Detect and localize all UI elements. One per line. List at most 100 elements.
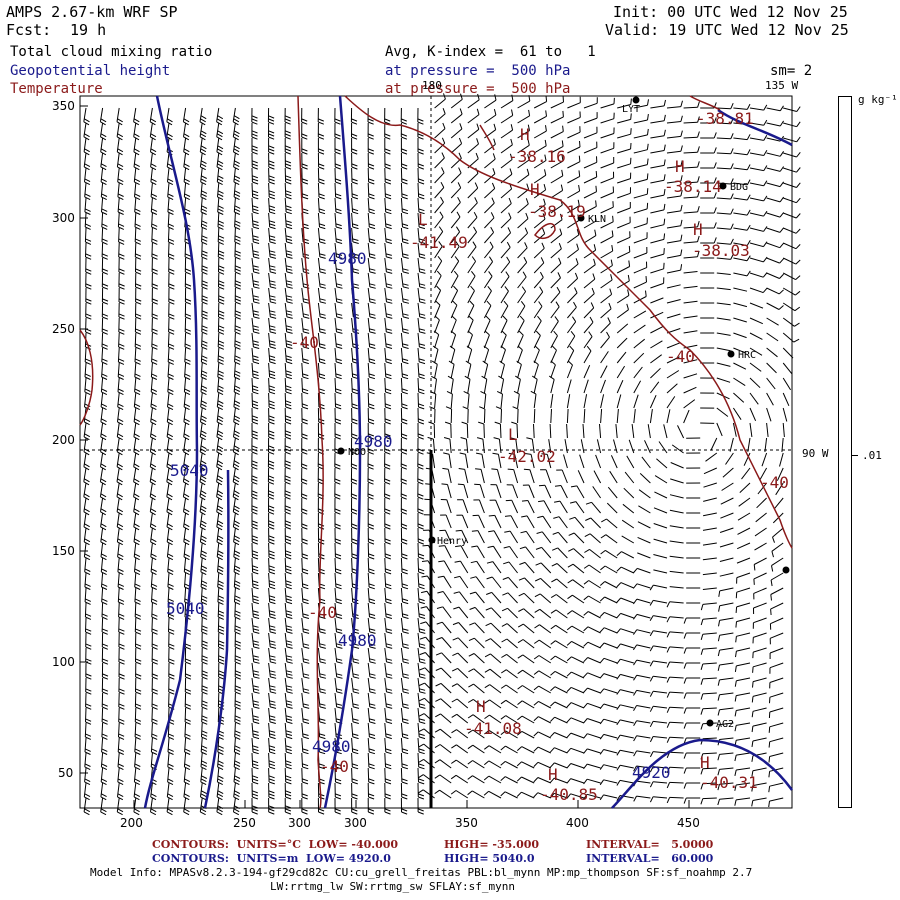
wind-barb-shaft bbox=[233, 182, 236, 197]
wind-barb-shaft bbox=[133, 542, 137, 557]
wind-barb-feather bbox=[566, 732, 572, 738]
wind-barb-feather bbox=[385, 343, 392, 346]
wind-barb-shaft bbox=[251, 752, 254, 768]
wind-barb-shaft bbox=[168, 617, 170, 633]
wind-barb-feather bbox=[217, 433, 223, 438]
wind-barb-shaft bbox=[733, 377, 746, 387]
wind-barb-shaft bbox=[716, 257, 731, 260]
wind-barb-shaft bbox=[766, 227, 781, 233]
wind-barb-feather bbox=[268, 121, 275, 125]
wind-barb-feather bbox=[646, 188, 649, 195]
wind-barb-feather bbox=[286, 226, 293, 230]
wind-barb-shaft bbox=[268, 767, 270, 783]
wind-barb-feather bbox=[517, 685, 523, 690]
wind-barb-shaft bbox=[183, 137, 187, 152]
wind-barb-shaft bbox=[489, 668, 502, 679]
wind-barb-feather bbox=[459, 123, 463, 130]
wind-barb-feather bbox=[118, 643, 125, 647]
wind-barb-feather bbox=[268, 781, 275, 785]
wind-barb-shaft bbox=[537, 777, 551, 784]
wind-barb-shaft bbox=[710, 437, 718, 451]
wind-barb-shaft bbox=[83, 512, 87, 527]
wind-barb-feather bbox=[385, 361, 392, 365]
wind-barb-feather bbox=[713, 147, 717, 154]
wind-barb-feather bbox=[84, 403, 91, 408]
wind-barb-shaft bbox=[771, 557, 784, 567]
wind-barb-shaft bbox=[650, 268, 664, 274]
wind-barb-feather bbox=[268, 403, 275, 407]
wind-barb-shaft bbox=[134, 707, 137, 723]
wind-barb-shaft bbox=[317, 677, 321, 692]
wind-barb-feather bbox=[336, 661, 343, 664]
wind-barb-feather bbox=[319, 658, 326, 661]
wind-barb-feather bbox=[150, 433, 157, 438]
wind-barb-feather bbox=[268, 511, 275, 515]
wind-barb-shaft bbox=[633, 193, 648, 199]
wind-barb-shaft bbox=[400, 332, 404, 347]
wind-barb-shaft bbox=[450, 216, 461, 229]
wind-barb-feather bbox=[578, 155, 581, 162]
wind-barb-shaft bbox=[467, 290, 475, 304]
wind-barb-feather bbox=[234, 346, 241, 350]
wind-barb-shaft bbox=[492, 561, 502, 574]
wind-barb-feather bbox=[384, 553, 391, 557]
wind-barb-feather bbox=[135, 721, 141, 725]
wind-barb-shaft bbox=[400, 617, 404, 632]
wind-barb-feather bbox=[351, 193, 358, 197]
wind-barb-feather bbox=[201, 748, 208, 752]
wind-barb-shaft bbox=[736, 572, 751, 579]
wind-barb-feather bbox=[627, 289, 630, 296]
wind-barb-shaft bbox=[537, 731, 552, 739]
wind-barb-shaft bbox=[683, 409, 690, 424]
wind-barb-shaft bbox=[467, 349, 473, 364]
wind-barb-shaft bbox=[517, 305, 526, 319]
wind-barb-feather bbox=[402, 748, 409, 752]
wind-barb-feather bbox=[268, 193, 275, 197]
wind-barb-feather bbox=[567, 579, 573, 584]
wind-barb-feather bbox=[100, 133, 107, 138]
wind-barb-shaft bbox=[517, 188, 529, 199]
wind-barb-feather bbox=[200, 490, 207, 495]
wind-barb-shaft bbox=[268, 647, 271, 662]
wind-barb-feather bbox=[150, 541, 157, 546]
wind-barb-shaft bbox=[600, 103, 615, 109]
wind-barb-shaft bbox=[199, 497, 203, 512]
wind-barb-feather bbox=[84, 433, 91, 438]
wind-barb-feather bbox=[168, 346, 175, 350]
wind-barb-feather bbox=[646, 173, 649, 180]
wind-barb-shaft bbox=[653, 507, 668, 514]
wind-barb-shaft bbox=[620, 582, 634, 589]
wind-barb-feather bbox=[384, 526, 391, 530]
wind-barb-feather bbox=[752, 666, 754, 673]
wind-barb-feather bbox=[134, 583, 141, 587]
wind-barb-feather bbox=[795, 275, 801, 280]
wind-barb-feather bbox=[352, 256, 360, 259]
y-tick-label: 250 bbox=[52, 322, 75, 336]
wind-barb-shaft bbox=[450, 364, 455, 379]
wind-barb-feather bbox=[285, 796, 292, 800]
wind-barb-feather bbox=[84, 748, 91, 752]
wind-barb-feather bbox=[511, 109, 514, 116]
wind-barb-feather bbox=[616, 628, 621, 634]
wind-barb-feather bbox=[85, 688, 92, 692]
wind-barb-feather bbox=[167, 403, 174, 408]
x-tick-label: 450 bbox=[677, 816, 700, 830]
wind-barb-feather bbox=[402, 676, 410, 679]
wind-barb-feather bbox=[401, 403, 408, 407]
wind-barb-feather bbox=[734, 769, 737, 777]
wind-barb-feather bbox=[201, 370, 208, 374]
wind-barb-shaft bbox=[600, 192, 614, 199]
wind-barb-feather bbox=[234, 751, 241, 755]
wind-barb-shaft bbox=[301, 332, 304, 347]
wind-barb-feather bbox=[134, 601, 141, 605]
wind-barb-feather bbox=[402, 346, 409, 349]
wind-barb-feather bbox=[268, 130, 275, 134]
wind-barb-feather bbox=[286, 271, 293, 274]
wind-barb-feather bbox=[252, 760, 259, 764]
wind-barb-feather bbox=[116, 526, 123, 531]
wind-barb-shaft bbox=[351, 242, 354, 257]
wind-barb-feather bbox=[302, 586, 309, 590]
wind-barb-feather bbox=[286, 751, 293, 755]
wind-barb-feather bbox=[286, 616, 293, 619]
wind-barb-feather bbox=[118, 661, 125, 665]
